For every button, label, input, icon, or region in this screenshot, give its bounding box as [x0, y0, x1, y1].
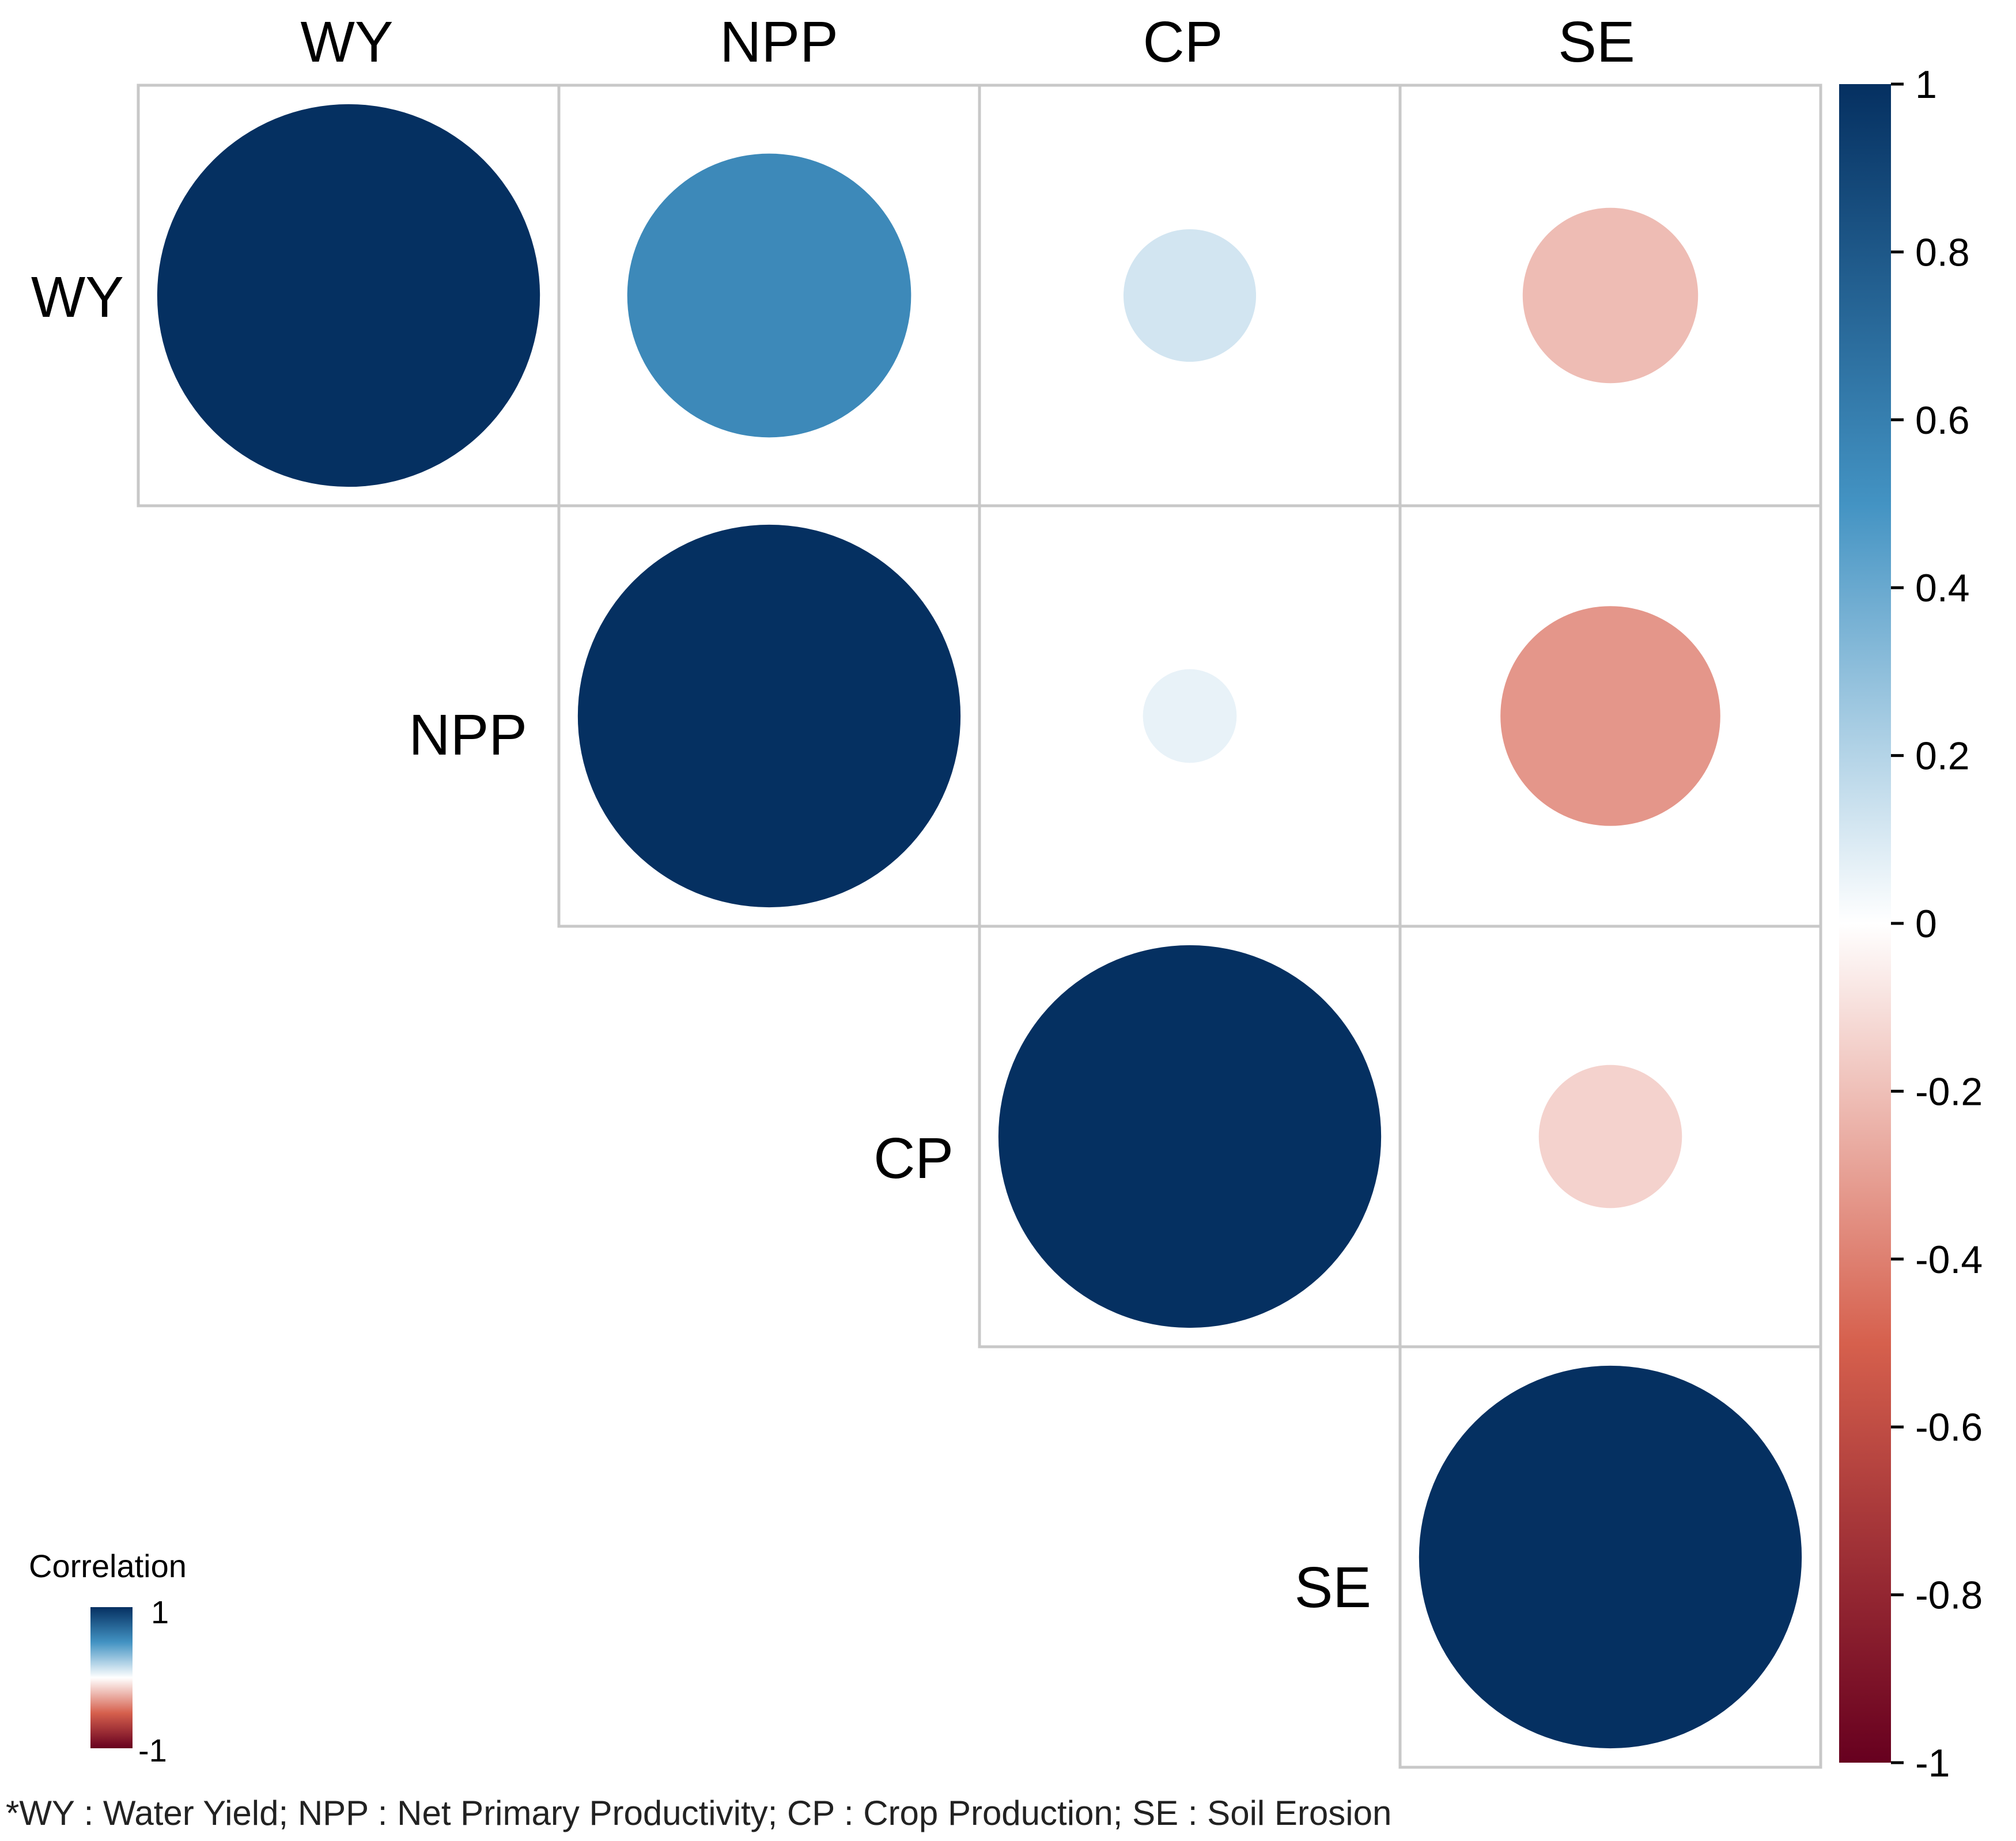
row-header-cp: CP — [873, 1126, 954, 1191]
colorbar — [1839, 84, 1891, 1763]
mini-legend: Correlation 1 -1 — [29, 1548, 187, 1768]
column-header-npp: NPP — [720, 10, 838, 74]
column-header-cp: CP — [1143, 10, 1223, 74]
legend-max-label: 1 — [151, 1594, 169, 1630]
colorbar-tick-label: 1 — [1915, 63, 1937, 107]
correlation-cells — [137, 84, 1822, 1769]
cell-border — [1398, 1345, 1822, 1769]
row-header-npp: NPP — [409, 703, 527, 767]
colorbar-tick-label: 0.6 — [1915, 399, 1970, 442]
corr-circle-se-se — [1419, 1365, 1802, 1749]
colorbar-tick-label: -0.4 — [1915, 1238, 1983, 1282]
corr-circle-wy-se — [1522, 207, 1699, 384]
colorbar-tick-label: 0.8 — [1915, 230, 1970, 274]
legend-min-label: -1 — [138, 1732, 167, 1768]
colorbar-tick-label: -0.2 — [1915, 1070, 1983, 1113]
corr-circle-npp-se — [1500, 606, 1720, 826]
corr-circle-wy-cp — [1123, 229, 1257, 362]
corr-circle-cp-se — [1538, 1065, 1682, 1209]
row-header-se: SE — [1295, 1555, 1371, 1620]
corr-circle-npp-npp — [577, 524, 961, 908]
colorbar-tick-label: 0.4 — [1915, 566, 1970, 610]
colorbar-tick-label: -1 — [1915, 1741, 1950, 1785]
legend-title: Correlation — [29, 1548, 187, 1584]
colorbar-tick-label: 0 — [1915, 902, 1937, 946]
colorbar-tick-label: -0.6 — [1915, 1406, 1983, 1449]
corr-circle-npp-cp — [1143, 669, 1237, 763]
colorbar-tick-label: -0.8 — [1915, 1574, 1983, 1617]
corr-circle-wy-npp — [627, 153, 911, 438]
corr-circle-wy-wy — [157, 104, 540, 487]
colorbar-ticks: 1 0.8 0.6 0.4 0.2 0 -0.2 -0.4 -0.6 -0.8 -1 — [1891, 63, 1983, 1785]
footnote: *WY : Water Yield; NPP : Net Primary Pro… — [6, 1794, 1391, 1832]
column-header-se: SE — [1558, 10, 1635, 74]
corr-circle-cp-cp — [998, 945, 1382, 1328]
column-header-wy: WY — [300, 10, 393, 74]
legend-gradient-bar — [90, 1607, 133, 1748]
row-header-wy: WY — [31, 265, 124, 329]
column-headers: WY NPP CP SE — [300, 10, 1635, 74]
colorbar-tick-label: 0.2 — [1915, 734, 1970, 778]
row-headers: WY NPP CP SE — [31, 265, 1371, 1620]
